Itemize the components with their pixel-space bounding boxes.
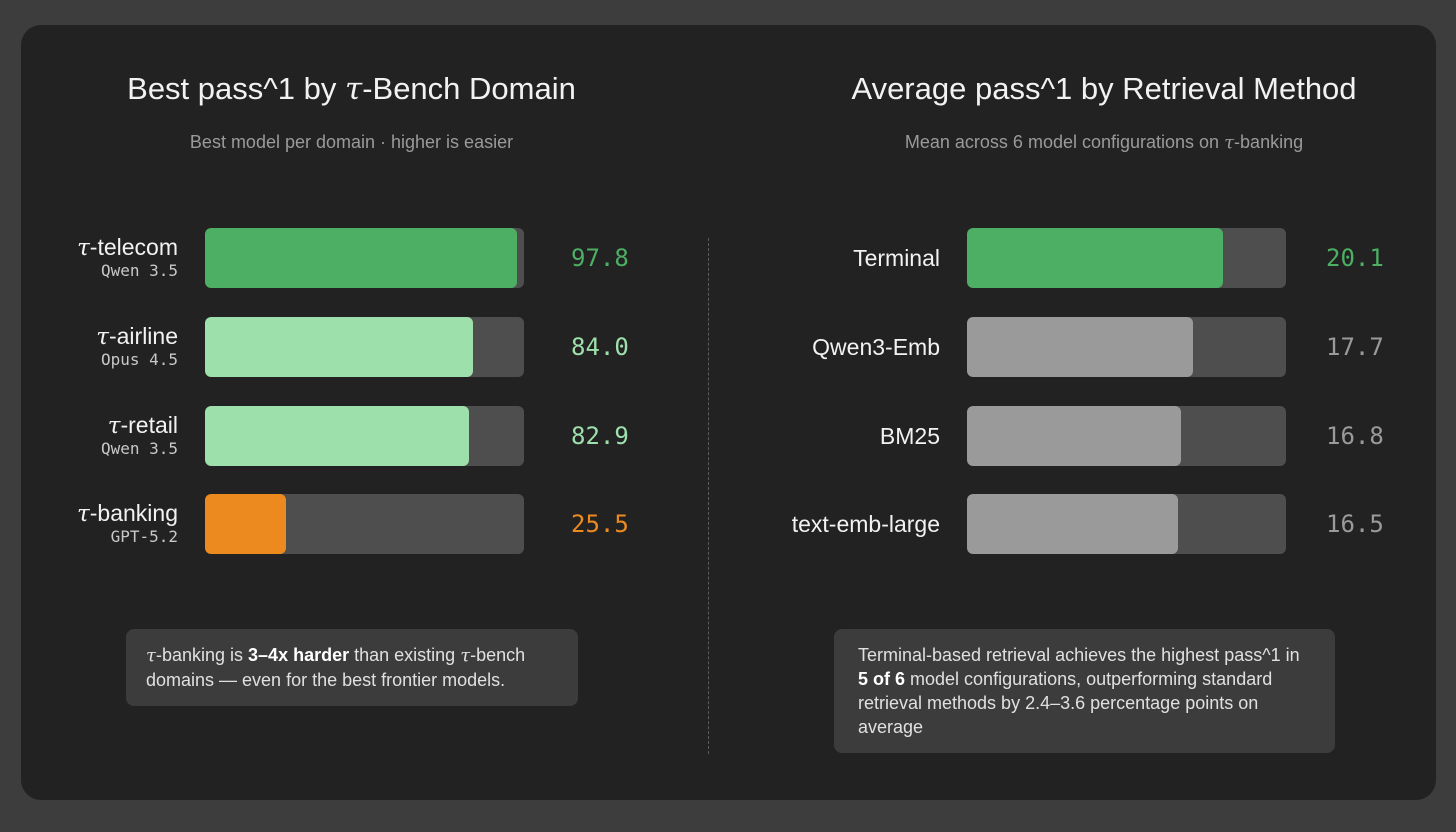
category-label: Terminal bbox=[853, 245, 940, 271]
bar bbox=[205, 317, 473, 377]
data-label: 16.8 bbox=[1326, 422, 1384, 450]
category-label: τ-telecom Qwen 3.5 bbox=[21, 234, 178, 281]
retrieval-note: Terminal-based retrieval achieves the hi… bbox=[834, 629, 1335, 753]
category-label: τ-retail Qwen 3.5 bbox=[21, 412, 178, 459]
retrieval-chart-panel: Average pass^1 by Retrieval Method Mean … bbox=[708, 25, 1436, 800]
data-label: 25.5 bbox=[571, 510, 629, 538]
bar bbox=[967, 228, 1223, 288]
bar-track bbox=[205, 228, 524, 288]
bar bbox=[967, 494, 1178, 554]
bar-track bbox=[967, 494, 1286, 554]
data-label: 97.8 bbox=[571, 244, 629, 272]
domain-label-text: -banking bbox=[89, 500, 178, 526]
category-label: text-emb-large bbox=[791, 511, 940, 537]
category-label: Qwen3-Emb bbox=[812, 334, 940, 360]
bar-track bbox=[205, 494, 524, 554]
bar bbox=[205, 228, 517, 288]
domain-name: τ-airline bbox=[21, 323, 178, 350]
data-label: 16.5 bbox=[1326, 510, 1384, 538]
model-label: Opus 4.5 bbox=[100, 350, 178, 369]
bar bbox=[967, 406, 1181, 466]
chart-title: Best pass^1 by τ-Bench Domain bbox=[127, 71, 576, 107]
domain-name: τ-banking bbox=[21, 500, 178, 527]
tau-symbol: τ bbox=[77, 235, 90, 261]
model-label: GPT-5.2 bbox=[110, 527, 178, 546]
bar bbox=[967, 317, 1193, 377]
tau-symbol: τ bbox=[107, 413, 121, 439]
domain-label-text: -airline bbox=[108, 323, 178, 349]
data-label: 17.7 bbox=[1326, 333, 1384, 361]
domain-name: τ-telecom bbox=[21, 234, 178, 261]
domain-label-text: -retail bbox=[120, 412, 178, 438]
bar bbox=[205, 494, 286, 554]
chart-card: Best pass^1 by τ-Bench Domain Best model… bbox=[21, 25, 1436, 800]
data-label: 84.0 bbox=[571, 333, 629, 361]
domain-note: τ-banking is 3–4x harder than existing τ… bbox=[126, 629, 578, 706]
bar bbox=[205, 406, 469, 466]
bar-track bbox=[205, 406, 524, 466]
chart-title: Average pass^1 by Retrieval Method bbox=[851, 71, 1357, 106]
model-label: Qwen 3.5 bbox=[100, 439, 178, 458]
bar-track bbox=[967, 317, 1286, 377]
panel-divider bbox=[708, 238, 709, 754]
data-label: 20.1 bbox=[1326, 244, 1384, 272]
domain-label-text: -telecom bbox=[89, 234, 178, 260]
bar-track bbox=[967, 228, 1286, 288]
tau-symbol: τ bbox=[96, 324, 109, 350]
category-label: τ-airline Opus 4.5 bbox=[21, 323, 178, 370]
domain-chart-panel: Best pass^1 by τ-Bench Domain Best model… bbox=[21, 25, 708, 800]
tau-symbol: τ bbox=[77, 501, 90, 527]
domain-name: τ-retail bbox=[21, 412, 178, 439]
data-label: 82.9 bbox=[571, 422, 629, 450]
bar-track bbox=[205, 317, 524, 377]
category-label: BM25 bbox=[879, 423, 940, 449]
bar-track bbox=[967, 406, 1286, 466]
chart-subtitle: Best model per domain · higher is easier bbox=[189, 132, 514, 152]
chart-subtitle: Mean across 6 model configurations on τ-… bbox=[904, 132, 1304, 153]
category-label: τ-banking GPT-5.2 bbox=[21, 500, 178, 547]
model-label: Qwen 3.5 bbox=[100, 261, 178, 280]
